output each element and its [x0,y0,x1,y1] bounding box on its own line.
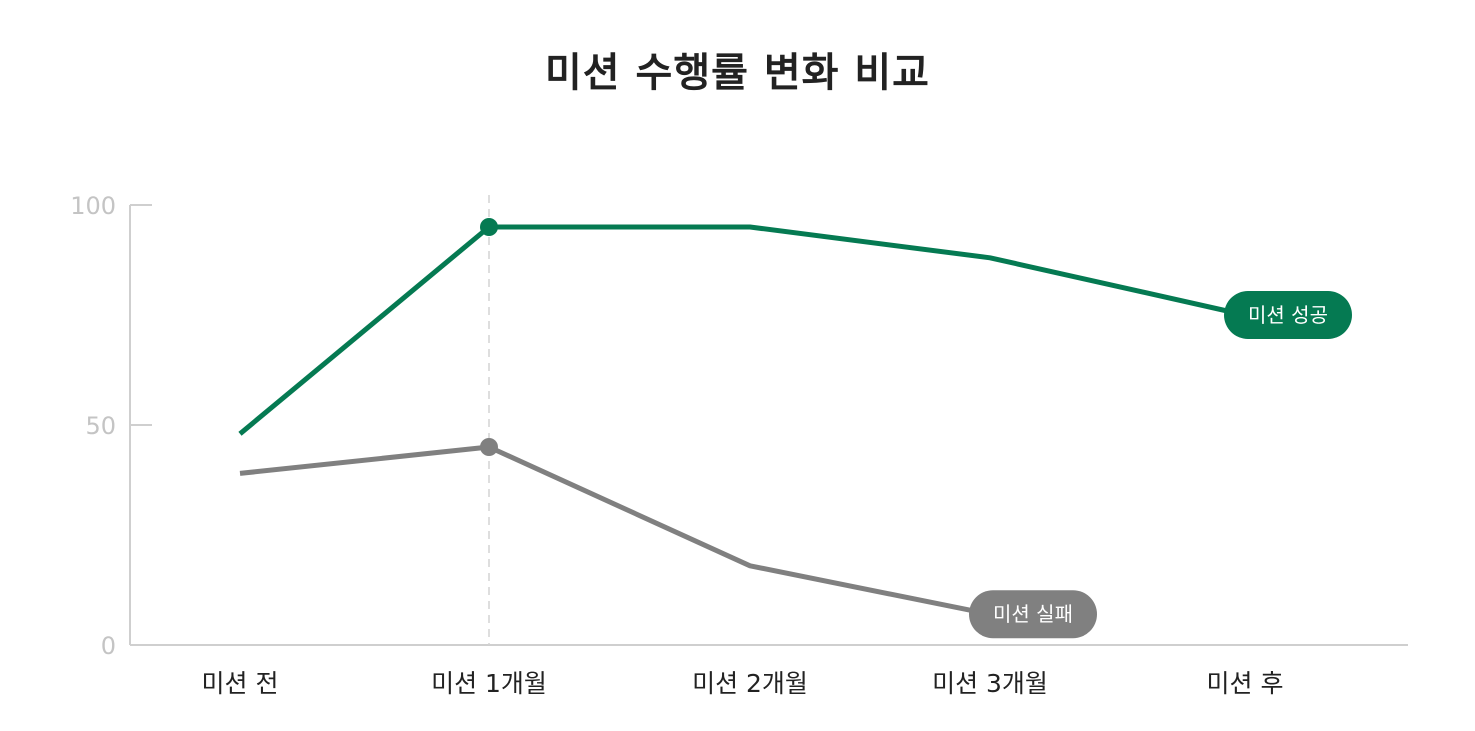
series-highlight-point [480,218,498,236]
chart-title: 미션 수행률 변화 비교 [545,50,930,96]
x-category-label: 미션 2개월 [692,669,808,698]
y-tick-label: 100 [70,192,116,220]
series-line [239,444,991,617]
series-end-label: 미션 성공 [1248,303,1328,327]
series-highlight-point [480,438,498,456]
x-category-label: 미션 전 [202,669,279,698]
y-tick-label: 50 [85,412,116,440]
x-category-label: 미션 3개월 [932,669,1048,698]
series-end-label: 미션 실패 [993,602,1073,626]
y-tick-label: 0 [101,632,116,660]
series-end-badge [1224,291,1352,339]
x-category-label: 미션 후 [1207,669,1284,698]
series-line [238,224,1246,436]
x-category-label: 미션 1개월 [431,669,547,698]
series-end-badge [969,590,1097,639]
